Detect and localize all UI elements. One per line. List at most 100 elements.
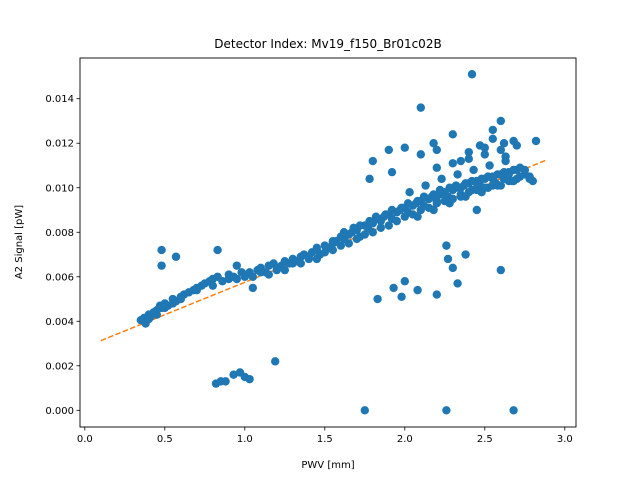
data-point — [499, 167, 509, 177]
y-tick-label: 0.014 — [45, 94, 74, 105]
data-point — [509, 165, 518, 175]
data-point — [429, 190, 438, 199]
data-point — [453, 170, 462, 179]
data-point — [432, 199, 441, 208]
data-point — [392, 216, 401, 226]
data-point — [421, 181, 430, 190]
data-point — [192, 285, 201, 295]
data-point — [509, 176, 518, 186]
chart-title: Detector Index: Mv19_f150_Br01c02B — [214, 37, 441, 51]
y-tick-label: 0.002 — [45, 361, 74, 372]
data-point — [451, 181, 461, 190]
data-point — [469, 165, 478, 175]
data-point — [480, 150, 489, 159]
data-point — [467, 176, 477, 186]
x-tick-label: 3.0 — [557, 434, 573, 445]
data-point — [531, 136, 541, 146]
data-point — [419, 192, 429, 201]
data-point — [176, 294, 185, 304]
data-point — [456, 156, 465, 166]
data-point — [509, 406, 518, 415]
data-point — [349, 223, 358, 233]
x-tick-label: 1.0 — [237, 434, 253, 445]
data-point — [288, 259, 297, 268]
data-point — [397, 292, 406, 301]
data-point — [477, 174, 486, 184]
data-point — [339, 228, 349, 237]
scatter-points — [136, 70, 541, 415]
data-point — [442, 406, 451, 415]
data-point — [515, 163, 525, 172]
data-point — [400, 143, 409, 152]
data-point — [429, 139, 438, 148]
data-point — [464, 147, 473, 157]
data-point — [248, 283, 257, 293]
data-point — [488, 134, 497, 143]
data-point — [485, 161, 494, 170]
x-tick-label: 0.5 — [157, 434, 173, 445]
data-point — [405, 188, 414, 197]
data-point — [432, 163, 441, 172]
data-point — [245, 374, 254, 384]
data-point — [240, 272, 249, 281]
y-tick-label: 0.000 — [45, 406, 74, 417]
data-point — [493, 170, 502, 179]
data-point — [157, 245, 166, 255]
data-point — [416, 150, 425, 159]
data-point — [271, 357, 280, 366]
data-point — [328, 236, 337, 246]
y-tick-label: 0.010 — [45, 183, 74, 194]
data-point — [496, 145, 505, 155]
data-point — [144, 314, 153, 324]
data-point — [432, 290, 441, 299]
data-point — [472, 205, 481, 215]
data-point — [525, 172, 534, 181]
data-point — [448, 130, 457, 139]
data-point — [493, 181, 502, 190]
data-point — [400, 212, 409, 221]
data-point — [381, 210, 390, 219]
data-point — [413, 196, 422, 206]
data-point — [509, 136, 518, 146]
data-point — [384, 145, 393, 155]
y-tick-label: 0.008 — [45, 228, 74, 239]
data-point — [384, 221, 393, 230]
data-point — [413, 285, 422, 295]
data-point — [467, 70, 477, 79]
x-axis-ticks: 0.0 0.5 1.0 1.5 2.0 2.5 3.0 — [77, 427, 573, 445]
data-point — [355, 221, 365, 230]
data-point — [224, 274, 233, 284]
data-point — [432, 145, 441, 155]
data-point — [445, 199, 454, 208]
data-point — [232, 274, 241, 284]
data-point — [477, 188, 486, 197]
y-tick-label: 0.006 — [45, 272, 74, 283]
data-point — [448, 263, 457, 273]
data-point — [229, 370, 238, 379]
y-axis-ticks: 0.000 0.002 0.004 0.006 0.008 0.010 0.012 0.014 — [45, 94, 80, 417]
data-point — [400, 277, 409, 286]
data-point — [365, 174, 374, 184]
data-point — [496, 265, 505, 275]
x-tick-label: 2.0 — [397, 434, 413, 445]
data-point — [443, 254, 453, 264]
data-point — [397, 203, 406, 212]
data-point — [168, 299, 177, 308]
data-point — [160, 303, 169, 313]
data-point — [232, 261, 241, 270]
data-point — [437, 174, 446, 184]
data-point — [413, 212, 422, 221]
data-point — [416, 205, 425, 215]
data-point — [461, 250, 470, 259]
y-tick-label: 0.012 — [45, 139, 74, 150]
data-point — [429, 205, 438, 215]
y-axis-label: A2 Signal [pW] — [14, 205, 25, 279]
data-point — [344, 239, 353, 248]
data-point — [218, 277, 227, 286]
data-point — [208, 281, 217, 290]
data-point — [360, 406, 369, 415]
data-point — [152, 310, 161, 319]
data-point — [389, 283, 398, 293]
data-point — [221, 377, 230, 386]
